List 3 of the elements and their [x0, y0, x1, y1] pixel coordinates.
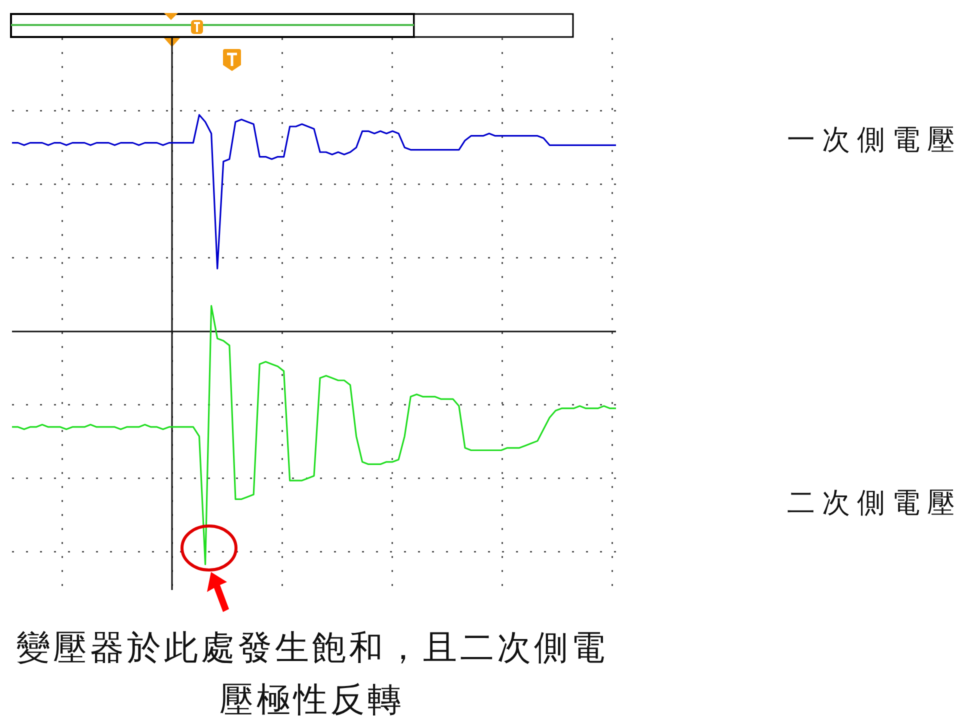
text: 變壓器於此處發生飽和，且二次側電壓極性反轉: [15, 627, 609, 720]
text: 二次側電壓: [787, 485, 962, 522]
text: 一次側電壓: [787, 122, 962, 158]
